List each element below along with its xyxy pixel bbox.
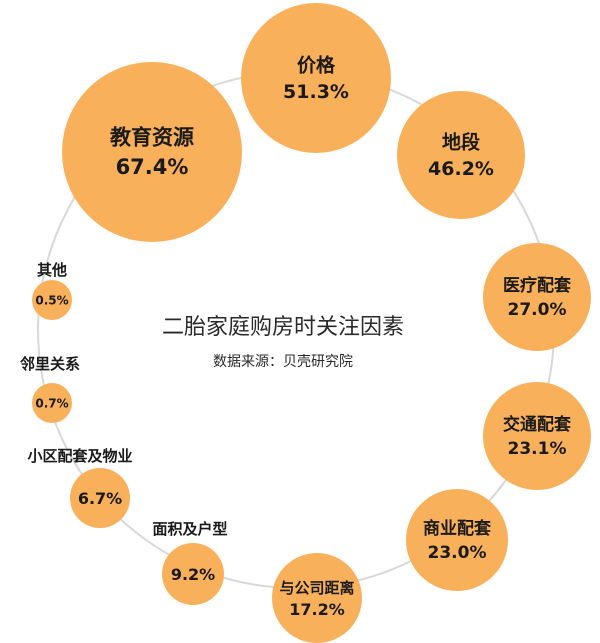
bubble-10 <box>62 62 242 242</box>
bubble-value-6: 9.2% <box>171 565 215 584</box>
chart-subtitle: 数据来源：贝壳研究院 <box>213 353 353 370</box>
bubble-value-1: 46.2% <box>428 158 494 180</box>
bubble-5 <box>272 553 362 643</box>
bubble-label-4: 商业配套 <box>423 518 492 539</box>
bubble-value-8: 0.7% <box>35 397 68 411</box>
bubble-label-10: 教育资源 <box>110 126 194 150</box>
bubble-value-3: 23.1% <box>508 439 567 459</box>
bubble-value-2: 27.0% <box>508 300 567 320</box>
bubble-8 <box>32 383 72 423</box>
bubble-3 <box>483 382 591 490</box>
bubble-1 <box>397 91 525 219</box>
bubble-6 <box>162 543 224 605</box>
bubble-value-0: 51.3% <box>283 81 349 103</box>
bubble-2 <box>483 243 591 351</box>
bubble-label-8: 邻里关系 <box>19 355 80 373</box>
bubble-value-10: 67.4% <box>116 155 189 179</box>
bubble-label-0: 价格 <box>297 53 336 76</box>
bubble-value-5: 17.2% <box>289 600 345 619</box>
bubble-4 <box>406 489 508 591</box>
bubble-label-5: 与公司距离 <box>279 579 354 597</box>
chart-title: 二胎家庭购房时关注因素 <box>162 315 404 340</box>
bubble-value-4: 23.0% <box>428 543 487 563</box>
bubble-9 <box>32 280 72 320</box>
bubble-label-1: 地段 <box>442 130 481 153</box>
bubble-7 <box>70 468 130 528</box>
bubble-value-9: 0.5% <box>35 294 68 308</box>
bubble-label-2: 医疗配套 <box>503 275 572 296</box>
bubble-value-7: 6.7% <box>78 489 122 508</box>
bubble-label-9: 其他 <box>37 261 67 279</box>
bubble-label-6: 面积及户型 <box>152 520 227 538</box>
bubble-label-7: 小区配套及物业 <box>27 447 132 465</box>
bubble-0 <box>241 3 391 153</box>
bubble-label-3: 交通配套 <box>503 414 572 435</box>
bubble-group: 价格 51.3% 地段 46.2% 医疗配套 27.0% 交通配套 23.1% 商业配套 23.0… <box>19 3 591 643</box>
